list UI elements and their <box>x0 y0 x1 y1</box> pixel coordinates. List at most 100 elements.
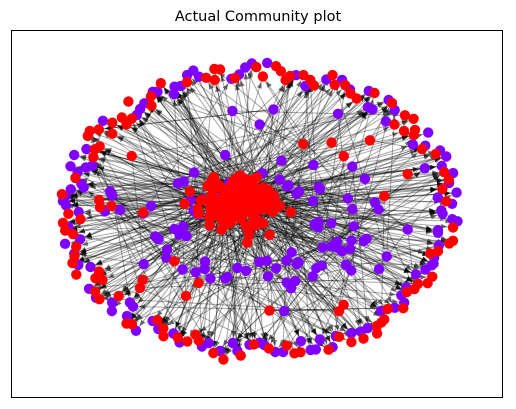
node-red-community <box>444 238 455 249</box>
node-red-community <box>371 320 383 332</box>
edge-arrowhead <box>383 298 390 305</box>
edge <box>198 282 405 304</box>
node-red-community <box>137 274 148 285</box>
node-red-community <box>256 194 267 205</box>
node-purple-community <box>220 273 231 284</box>
node-purple-community <box>307 195 319 207</box>
node-purple-community <box>161 244 173 255</box>
edge <box>201 188 321 347</box>
edge <box>144 102 247 181</box>
node-purple-community <box>85 261 96 273</box>
node-purple-community <box>124 297 136 308</box>
edge <box>136 114 206 270</box>
edge-arrowhead <box>328 324 334 331</box>
edge <box>224 215 238 351</box>
edge <box>272 211 337 337</box>
edge <box>195 209 379 336</box>
edge <box>227 276 402 296</box>
edge-arrowhead <box>311 328 317 335</box>
edge-arrowhead <box>168 319 175 325</box>
edge <box>210 277 352 334</box>
edge-arrowhead <box>370 301 377 308</box>
node-purple-community <box>309 219 320 230</box>
node-red-community <box>257 71 269 82</box>
edge-arrowhead <box>421 256 428 262</box>
edge-arrowhead <box>429 208 436 214</box>
edge <box>244 74 297 185</box>
edge <box>221 219 301 353</box>
edge <box>251 212 302 342</box>
edge <box>244 130 405 185</box>
node-purple-community <box>188 167 200 178</box>
edge <box>286 260 312 351</box>
edge-arrowhead <box>139 319 146 326</box>
edge-arrowhead <box>394 280 401 285</box>
edge <box>110 134 414 192</box>
node-red-community <box>204 220 215 231</box>
edge-arrowhead <box>346 102 353 109</box>
node-red-community <box>289 348 300 359</box>
edge-arrowhead <box>136 314 143 321</box>
edge <box>337 99 390 249</box>
edge-arrowhead <box>79 247 87 252</box>
edge <box>180 85 218 184</box>
node-red-community <box>443 174 454 185</box>
node-red-community <box>439 167 450 178</box>
node-red-community <box>398 125 410 137</box>
edge <box>351 166 369 329</box>
node-red-community <box>250 220 261 231</box>
edge-arrowhead <box>190 80 197 87</box>
edge <box>85 167 340 312</box>
node-red-community <box>116 112 128 123</box>
edge-arrowhead <box>250 331 256 338</box>
edge-arrowhead <box>391 132 399 138</box>
node-purple-community <box>346 235 357 246</box>
edge-arrowhead <box>412 167 419 173</box>
node-red-community <box>432 246 444 257</box>
edge-arrowhead <box>386 296 392 303</box>
edge-arrowhead <box>316 83 323 90</box>
node-red-community <box>401 286 413 298</box>
edge <box>230 79 343 193</box>
edge-arrowhead <box>436 178 443 184</box>
node-red-community <box>329 79 340 91</box>
edge-arrowhead <box>164 88 170 95</box>
node-red-community <box>371 328 383 339</box>
edge-arrowhead <box>72 202 79 209</box>
node-red-community <box>389 119 400 130</box>
edge <box>270 203 434 265</box>
node-red-community <box>63 208 74 219</box>
edge <box>201 139 371 347</box>
node-red-community <box>240 175 251 187</box>
node-layer <box>56 57 463 365</box>
edge-arrowhead <box>268 334 274 341</box>
edge <box>131 109 395 157</box>
node-red-community <box>425 248 436 259</box>
edge-arrowhead <box>325 325 332 332</box>
node-red-community <box>228 187 240 198</box>
node-purple-community <box>344 243 356 255</box>
node-red-community <box>126 150 137 162</box>
edge <box>186 82 200 215</box>
edge-arrowhead <box>401 121 409 127</box>
node-purple-community <box>254 119 265 130</box>
edge-arrowhead <box>248 69 254 76</box>
node-purple-community <box>346 327 357 339</box>
edge <box>118 226 319 297</box>
edge-arrowhead <box>78 255 85 261</box>
edge-arrowhead <box>99 156 106 162</box>
node-red-community <box>172 332 183 343</box>
edge <box>254 74 333 180</box>
node-purple-community <box>367 104 378 115</box>
node-red-community <box>214 64 226 75</box>
node-red-community <box>285 206 296 218</box>
node-red-community <box>123 96 134 107</box>
edge-arrowhead <box>357 111 364 118</box>
edge <box>215 214 340 312</box>
edge-arrowhead <box>323 328 331 334</box>
node-red-community <box>107 128 118 139</box>
node-red-community <box>179 198 190 209</box>
edge <box>279 179 439 234</box>
node-purple-community <box>177 264 188 275</box>
edge-arrowhead <box>325 335 330 342</box>
